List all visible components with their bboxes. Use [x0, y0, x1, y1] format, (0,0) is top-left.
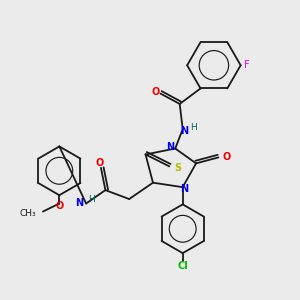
Text: O: O	[223, 152, 231, 162]
Text: O: O	[55, 201, 64, 211]
Text: O: O	[152, 87, 160, 97]
Text: N: N	[180, 184, 188, 194]
Text: CH₃: CH₃	[20, 209, 36, 218]
Text: N: N	[76, 199, 84, 208]
Text: Cl: Cl	[177, 261, 188, 271]
Text: F: F	[244, 60, 250, 70]
Text: N: N	[166, 142, 174, 152]
Text: O: O	[95, 158, 104, 168]
Text: H: H	[88, 194, 95, 203]
Text: H: H	[190, 123, 197, 132]
Text: S: S	[175, 163, 182, 173]
Text: N: N	[180, 126, 188, 136]
